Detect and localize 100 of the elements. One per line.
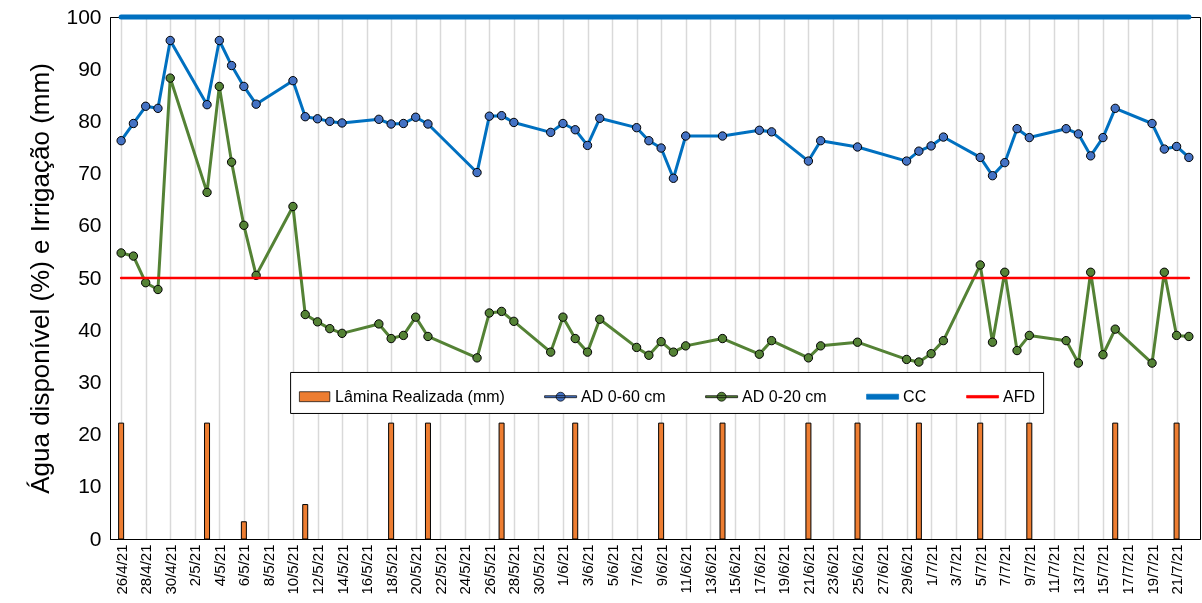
point <box>312 114 323 124</box>
x-tick-label: 18/5/21 <box>382 544 400 595</box>
point <box>386 333 396 344</box>
x-tick-label: 9/6/21 <box>652 544 670 587</box>
point <box>766 335 777 346</box>
x-tick-label: 2/5/21 <box>186 544 204 587</box>
x-tick-label: 29/6/21 <box>898 544 916 595</box>
point <box>165 73 175 83</box>
point <box>496 306 507 317</box>
point <box>668 173 679 183</box>
point <box>938 335 949 346</box>
y-tick-label: 80 <box>78 108 102 132</box>
x-tick-label: 15/7/21 <box>1094 544 1112 595</box>
point <box>1184 152 1194 163</box>
point <box>681 131 691 141</box>
point <box>901 156 912 166</box>
point <box>1098 132 1108 143</box>
point <box>558 118 568 129</box>
point <box>901 354 912 365</box>
point <box>116 248 126 258</box>
point <box>128 118 139 129</box>
legend-label: Lâmina Realizada (mm) <box>335 387 505 405</box>
point <box>300 309 310 320</box>
y-tick-label: 40 <box>78 317 102 341</box>
x-tick-label: 26/4/21 <box>112 544 130 595</box>
point <box>1012 345 1022 356</box>
point <box>975 260 985 270</box>
point <box>914 146 924 156</box>
point <box>202 187 212 198</box>
point <box>644 350 654 360</box>
x-tick-label: 15/6/21 <box>726 544 744 595</box>
point <box>1000 267 1010 277</box>
y-axis-title: Água disponível (%) e Irrigação (mm) <box>25 63 56 494</box>
point <box>214 35 224 46</box>
point <box>1024 132 1034 143</box>
point <box>312 317 323 327</box>
point <box>656 337 666 347</box>
x-tick-label: 3/6/21 <box>579 544 596 587</box>
point <box>1086 267 1096 277</box>
point <box>325 323 335 334</box>
point <box>852 337 863 347</box>
point <box>546 347 556 357</box>
point <box>1098 350 1108 360</box>
point <box>668 347 679 357</box>
point <box>374 319 384 329</box>
x-tick-label: 16/5/21 <box>358 544 376 595</box>
x-tick-label: 10/5/21 <box>284 544 302 595</box>
legend-label: CC <box>903 387 927 405</box>
x-tick-label: 25/6/21 <box>849 544 866 595</box>
y-tick-label: 70 <box>78 161 102 185</box>
point <box>1110 324 1120 334</box>
y-tick-label: 90 <box>78 56 102 80</box>
point <box>423 119 433 129</box>
x-tick-label: 17/6/21 <box>750 544 768 595</box>
point <box>754 349 764 359</box>
x-tick-label: 19/7/21 <box>1143 544 1161 595</box>
x-tick-label: 14/5/21 <box>333 544 351 595</box>
point <box>398 330 409 341</box>
point <box>926 141 936 151</box>
x-tick-label: 21/7/21 <box>1168 544 1186 595</box>
legend-label: AD 0-20 cm <box>742 387 827 405</box>
point <box>595 314 605 324</box>
y-tick-label: 30 <box>78 369 102 393</box>
point <box>153 284 163 295</box>
x-tick-label: 28/5/21 <box>505 544 523 595</box>
y-tick-label: 100 <box>66 4 102 28</box>
x-tick-label: 5/7/21 <box>971 544 989 587</box>
point <box>325 116 335 127</box>
point <box>1000 157 1010 168</box>
x-tick-label: 7/6/21 <box>628 544 646 587</box>
point <box>852 142 863 152</box>
point <box>717 131 728 141</box>
point <box>1147 118 1157 129</box>
point <box>509 117 519 128</box>
point <box>1147 358 1157 368</box>
point <box>926 349 936 359</box>
y-tick-label: 60 <box>78 213 102 237</box>
point <box>938 132 949 142</box>
point <box>1110 103 1120 114</box>
point <box>386 119 396 129</box>
x-tick-label: 6/5/21 <box>235 544 253 587</box>
x-tick-label: 1/7/21 <box>922 544 940 587</box>
point <box>570 333 580 344</box>
point <box>570 125 580 135</box>
point <box>411 112 421 122</box>
point <box>582 347 593 357</box>
point <box>754 125 764 135</box>
point <box>116 136 126 146</box>
point <box>484 111 494 121</box>
point <box>423 331 433 342</box>
point <box>411 312 421 322</box>
x-tick-label: 8/5/21 <box>259 544 277 587</box>
point <box>1061 124 1071 134</box>
point <box>1159 267 1169 277</box>
point <box>975 152 985 163</box>
point <box>1159 144 1169 154</box>
point <box>1184 331 1194 342</box>
point <box>914 357 924 367</box>
y-tick-label: 10 <box>78 474 102 498</box>
point <box>987 171 998 181</box>
